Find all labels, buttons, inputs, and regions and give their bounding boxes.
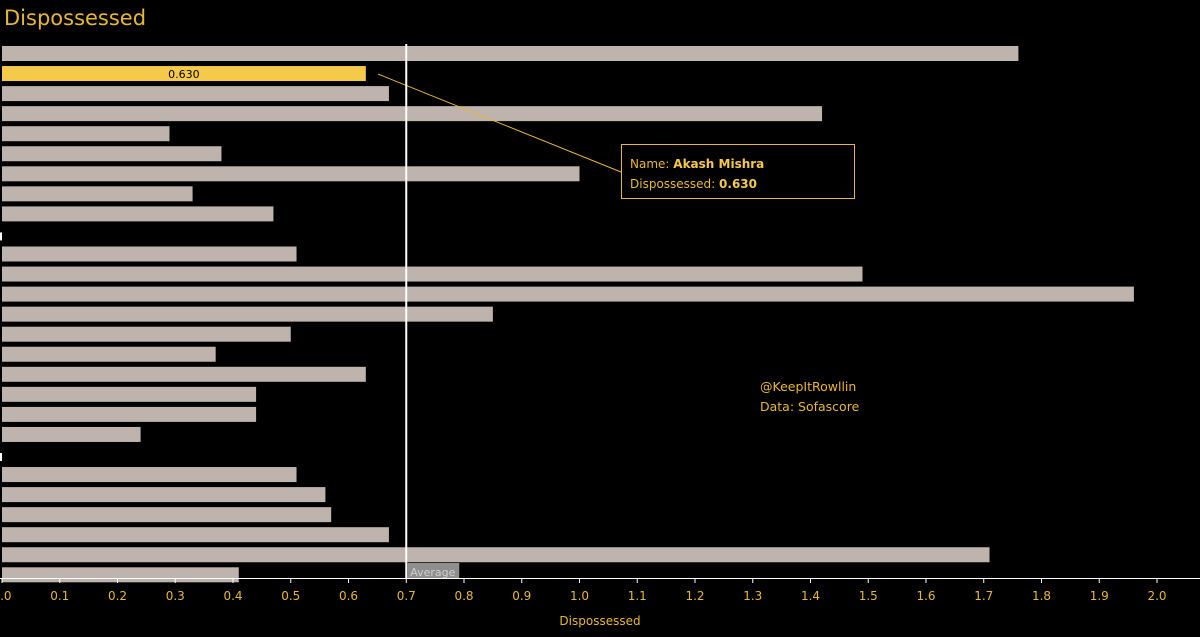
bar-highlighted <box>2 66 366 82</box>
bar <box>2 86 389 102</box>
bar <box>2 306 493 322</box>
chart-title: Dispossessed <box>4 6 147 30</box>
x-tick-label: 0.9 <box>512 589 531 603</box>
x-tick-label: 1.6 <box>916 589 935 603</box>
x-tick-label: 0.0 <box>0 589 12 603</box>
bar <box>2 266 863 282</box>
x-tick-label: 1.5 <box>859 589 878 603</box>
x-tick-label: 0.3 <box>166 589 185 603</box>
bar <box>2 547 990 563</box>
bar <box>2 386 257 402</box>
x-tick-label: 1.4 <box>801 589 820 603</box>
bar <box>2 46 1019 61</box>
tooltip-name-label: Name: <box>630 157 670 171</box>
x-tick-label: 0.5 <box>281 589 300 603</box>
bar <box>2 346 216 362</box>
bar <box>2 186 193 202</box>
average-label-box <box>407 563 460 579</box>
x-tick-label: 0.6 <box>339 589 358 603</box>
bar <box>2 146 222 162</box>
credit-handle: @KeepItRowllin <box>760 379 857 394</box>
bar <box>2 366 366 382</box>
bar <box>2 326 291 342</box>
bar <box>2 467 297 483</box>
x-tick-label: 1.0 <box>570 589 589 603</box>
bar <box>2 406 257 422</box>
x-tick-label: 0.7 <box>397 589 416 603</box>
x-tick-label: 2.0 <box>1147 589 1166 603</box>
credits: @KeepItRowllin Data: Sofascore <box>760 377 859 417</box>
x-tick-label: 0.1 <box>50 589 69 603</box>
tooltip-metric-value: 0.630 <box>719 177 758 191</box>
row-gap-marker <box>0 232 2 241</box>
tooltip-name-row: Name: Akash Mishra <box>630 154 846 174</box>
bar <box>2 426 141 442</box>
bar <box>2 527 389 543</box>
row-gap-marker <box>0 453 2 461</box>
bar <box>2 286 1134 302</box>
bar <box>2 507 332 523</box>
bar-value-label: 0.630 <box>168 68 200 81</box>
x-tick-label: 1.2 <box>685 589 704 603</box>
tooltip-name-value: Akash Mishra <box>673 157 765 171</box>
tooltip: Name: Akash Mishra Dispossessed: 0.630 <box>621 144 855 199</box>
x-tick-label: 1.8 <box>1032 589 1051 603</box>
x-tick-label: 1.1 <box>628 589 647 603</box>
bar <box>2 246 297 262</box>
x-tick-label: 0.4 <box>223 589 242 603</box>
credit-source: Data: Sofascore <box>760 399 860 414</box>
tooltip-metric-row: Dispossessed: 0.630 <box>630 174 846 194</box>
bar <box>2 106 823 122</box>
x-tick-label: 1.9 <box>1090 589 1109 603</box>
x-tick-label: 1.7 <box>974 589 993 603</box>
x-tick-label: 0.2 <box>108 589 127 603</box>
bar <box>2 206 274 222</box>
x-tick-label: 0.8 <box>454 589 473 603</box>
x-axis-label: Dispossessed <box>559 614 641 628</box>
tooltip-metric-label: Dispossessed: <box>630 177 716 191</box>
x-tick-label: 1.3 <box>743 589 762 603</box>
bar <box>2 487 326 503</box>
average-label: Average <box>410 566 455 579</box>
bar <box>2 166 580 182</box>
bar <box>2 567 239 583</box>
tooltip-leader-line <box>377 73 622 173</box>
bar <box>2 126 170 142</box>
